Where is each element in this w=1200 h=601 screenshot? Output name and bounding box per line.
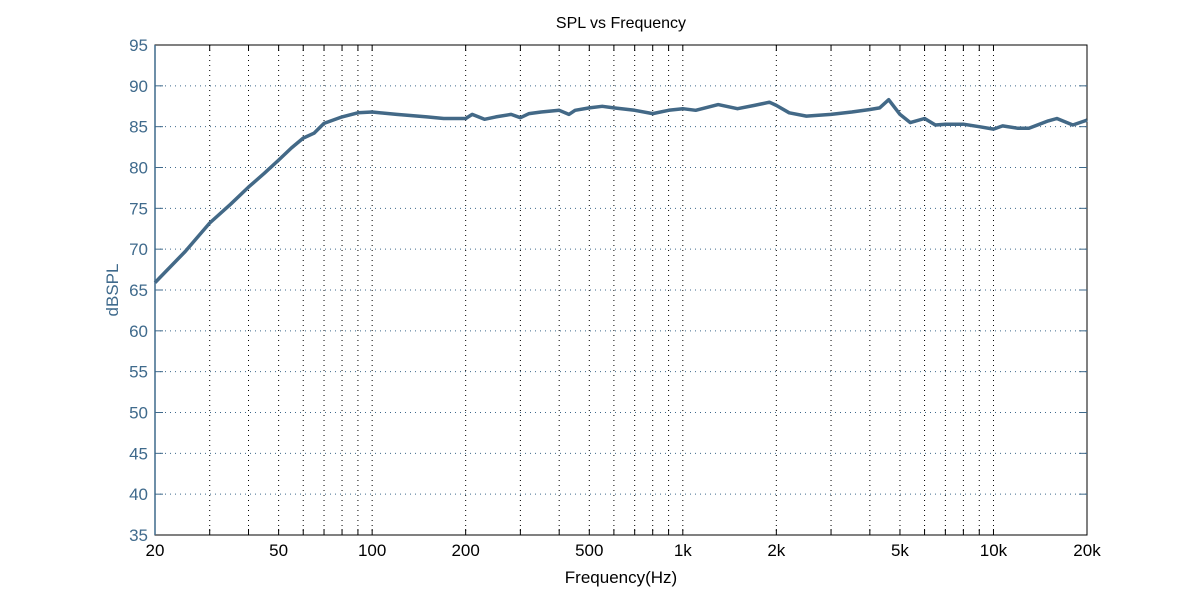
x-tick-label: 500 (575, 541, 603, 560)
y-tick-label: 65 (129, 281, 148, 300)
x-tick-label: 5k (891, 541, 909, 560)
y-tick-label: 70 (129, 240, 148, 259)
chart-title: SPL vs Frequency (556, 15, 686, 32)
y-tick-label: 35 (129, 526, 148, 545)
x-tick-label: 2k (767, 541, 785, 560)
x-tick-label: 1k (674, 541, 692, 560)
y-tick-label: 55 (129, 363, 148, 382)
y-tick-label: 95 (129, 36, 148, 55)
y-tick-label: 85 (129, 118, 148, 137)
grid (155, 45, 1087, 535)
y-tick-label: 75 (129, 199, 148, 218)
y-tick-label: 50 (129, 404, 148, 423)
x-axis-label: Frequency(Hz) (565, 568, 677, 587)
x-tick-label: 50 (269, 541, 288, 560)
axes: 35 40 45 50 55 60 65 70 75 80 85 90 95 20 50 100 200 500 1… (129, 36, 1101, 560)
y-tick-label: 80 (129, 159, 148, 178)
x-tick-label: 20 (146, 541, 165, 560)
x-tick-label: 100 (358, 541, 386, 560)
x-tick-label: 200 (451, 541, 479, 560)
spl-line (153, 97, 1088, 284)
y-axis-label: dBSPL (103, 264, 122, 317)
y-tick-label: 90 (129, 77, 148, 96)
y-tick-label: 60 (129, 322, 148, 341)
x-tick-label: 10k (980, 541, 1008, 560)
y-tick-label: 45 (129, 444, 148, 463)
y-tick-label: 40 (129, 485, 148, 504)
x-tick-label: 20k (1073, 541, 1101, 560)
series (153, 97, 1088, 284)
